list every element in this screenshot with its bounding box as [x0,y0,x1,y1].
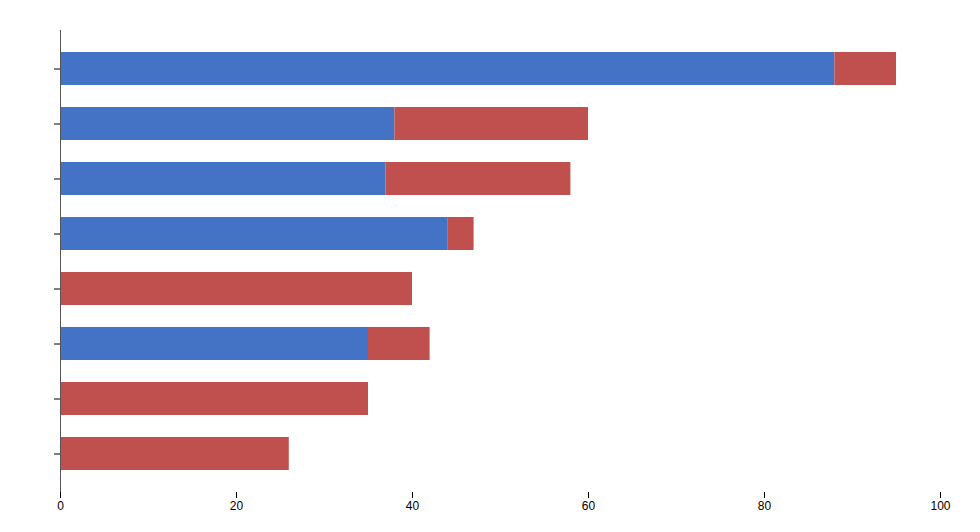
svg-text:40: 40 [406,499,420,513]
svg-text:20: 20 [230,499,244,513]
svg-text:0: 0 [57,499,64,513]
svg-text:100: 100 [930,499,950,513]
svg-text:80: 80 [758,499,772,513]
svg-text:60: 60 [582,499,596,513]
